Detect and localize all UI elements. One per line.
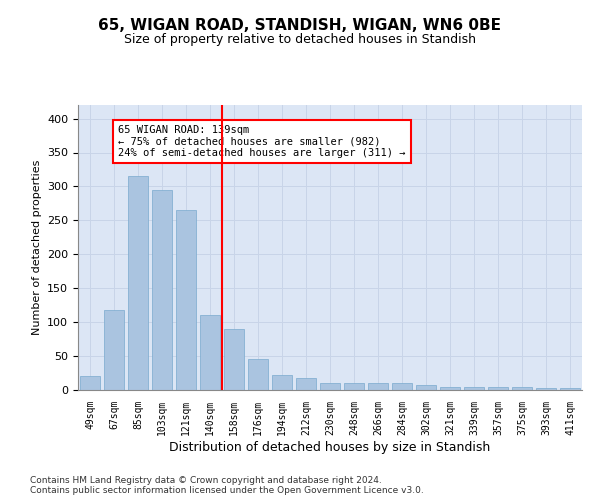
Bar [440, 386, 460, 390]
Bar [224, 329, 244, 390]
Bar [416, 384, 436, 390]
Bar [344, 383, 364, 390]
Bar [512, 386, 532, 390]
Bar [176, 210, 196, 390]
Bar [80, 376, 100, 390]
Bar [488, 386, 508, 390]
Bar [392, 383, 412, 390]
Bar [104, 310, 124, 390]
Text: Contains HM Land Registry data © Crown copyright and database right 2024.
Contai: Contains HM Land Registry data © Crown c… [30, 476, 424, 495]
Y-axis label: Number of detached properties: Number of detached properties [32, 160, 41, 335]
Bar [272, 375, 292, 390]
Bar [320, 383, 340, 390]
Bar [368, 383, 388, 390]
Text: Size of property relative to detached houses in Standish: Size of property relative to detached ho… [124, 32, 476, 46]
Bar [464, 386, 484, 390]
Text: 65, WIGAN ROAD, STANDISH, WIGAN, WN6 0BE: 65, WIGAN ROAD, STANDISH, WIGAN, WN6 0BE [98, 18, 502, 32]
Text: 65 WIGAN ROAD: 139sqm
← 75% of detached houses are smaller (982)
24% of semi-det: 65 WIGAN ROAD: 139sqm ← 75% of detached … [118, 125, 406, 158]
Bar [248, 360, 268, 390]
Bar [152, 190, 172, 390]
Bar [296, 378, 316, 390]
Bar [200, 316, 220, 390]
Bar [536, 388, 556, 390]
Bar [128, 176, 148, 390]
Bar [560, 388, 580, 390]
Text: Distribution of detached houses by size in Standish: Distribution of detached houses by size … [169, 441, 491, 454]
